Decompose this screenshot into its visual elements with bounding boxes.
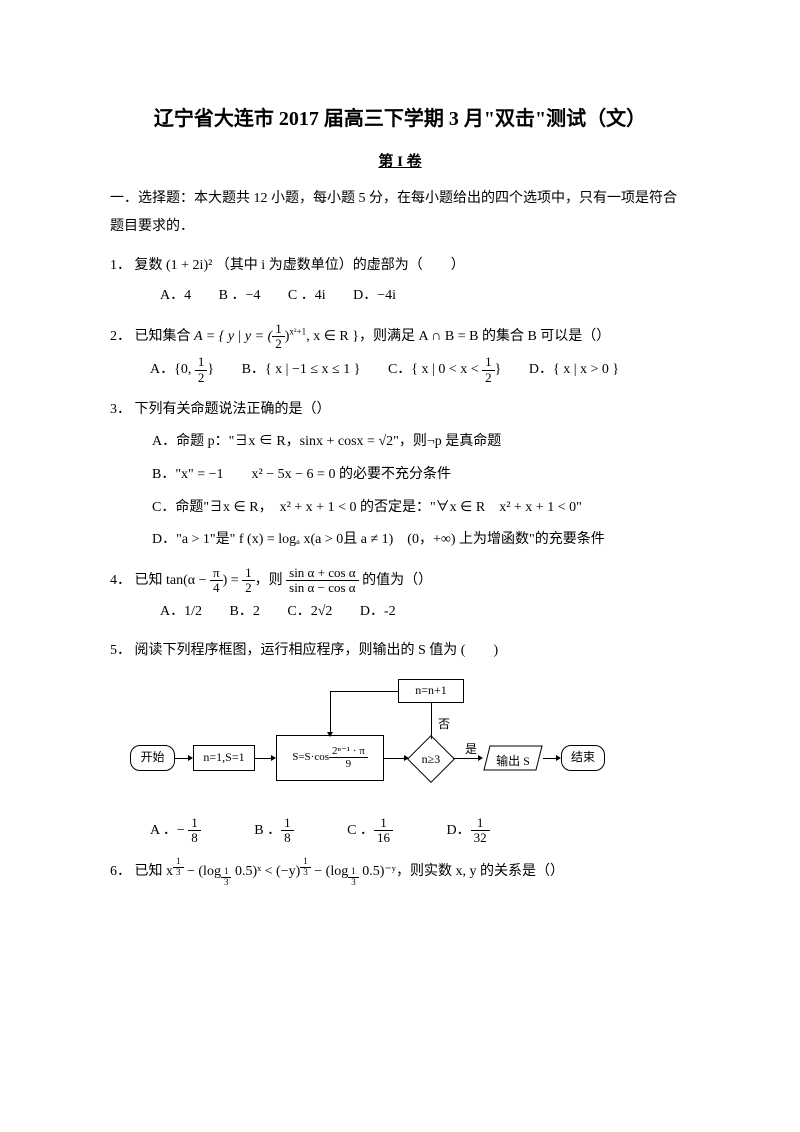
q4-num: 4． — [110, 573, 131, 588]
section-subtitle: 第 I 卷 — [110, 148, 690, 177]
q5-opt-b: B ．18 — [254, 816, 293, 846]
q3-opt-a: A．命题 p："∃x ∈ R，sinx + cosx = √2"，则¬p 是真命… — [110, 429, 690, 456]
q5-num: 5． — [110, 643, 131, 658]
q3-num: 3． — [110, 402, 131, 417]
flow-no-label: 否 — [438, 713, 450, 736]
q4-opt-b: B．2 — [230, 599, 260, 626]
q6-num: 6． — [110, 864, 131, 879]
q4-opt-a: A．1/2 — [160, 599, 202, 626]
q3-opt-c: C．命题"∃x ∈ R， x² + x + 1 < 0 的否定是："∀x ∈ R… — [110, 495, 690, 522]
question-4: 4． 已知 tan(α − π4) = 12，则 sin α + cos αsi… — [110, 566, 690, 626]
q4-opt-c: C．2√2 — [287, 599, 332, 626]
question-6: 6． 已知 x13 − (log13 0.5)ˣ < (−y)13 − (log… — [110, 857, 690, 887]
q2-opt-d: D．{ x | x > 0 } — [529, 357, 619, 384]
q1-opt-b: B ．−4 — [219, 283, 261, 310]
flow-end: 结束 — [561, 745, 605, 771]
q3-opt-b: B．"x" = −1 x² − 5x − 6 = 0 的必要不充分条件 — [110, 462, 690, 489]
flow-output: 输出 S — [483, 745, 543, 771]
flow-cond: n≥3 — [407, 735, 455, 783]
flow-calc: S=S·cos2ⁿ⁻¹ · π9 — [276, 735, 384, 781]
q2-num: 2． — [110, 329, 131, 344]
q2-opt-a: A．{0, 12} — [150, 355, 214, 385]
q4-options: A．1/2 B．2 C．2√2 D．-2 — [110, 599, 690, 626]
q5-opt-a: A ．− 18 — [150, 816, 201, 846]
flow-init: n=1,S=1 — [193, 745, 255, 771]
flow-inc: n=n+1 — [398, 679, 464, 703]
q3-opt-d: D．"a > 1"是" f (x) = logₐ x(a > 0且 a ≠ 1)… — [110, 527, 690, 554]
q2-options: A．{0, 12} B．{ x | −1 ≤ x ≤ 1 } C．{ x | 0… — [110, 355, 690, 385]
q1-text: 复数 (1 + 2i)² （其中 i 为虚数单位）的虚部为（ ） — [135, 258, 465, 273]
q5-text: 阅读下列程序框图，运行相应程序，则输出的 S 值为 ( ) — [135, 643, 499, 658]
q2-text: 已知集合 A = { y | y = (12)x²+1, x ∈ R }，则满足… — [135, 329, 611, 344]
flow-start: 开始 — [130, 745, 175, 771]
q1-opt-a: A．4 — [160, 283, 191, 310]
q1-opt-c: C ．4i — [288, 283, 326, 310]
q4-opt-d: D．-2 — [360, 599, 396, 626]
flowchart: 开始 n=1,S=1 S=S·cos2ⁿ⁻¹ · π9 n≥3 是 否 输出 S… — [130, 675, 690, 810]
q1-opt-d: D．−4i — [353, 283, 396, 310]
page-title: 辽宁省大连市 2017 届高三下学期 3 月"双击"测试（文） — [110, 100, 690, 138]
q6-text: 已知 x13 − (log13 0.5)ˣ < (−y)13 − (log13 … — [135, 864, 564, 879]
q1-num: 1． — [110, 258, 131, 273]
section-instructions: 一．选择题：本大题共 12 小题，每小题 5 分，在每小题给出的四个选项中，只有… — [110, 185, 690, 241]
question-2: 2． 已知集合 A = { y | y = (12)x²+1, x ∈ R }，… — [110, 322, 690, 385]
question-3: 3． 下列有关命题说法正确的是（） A．命题 p："∃x ∈ R，sinx + … — [110, 397, 690, 554]
q2-opt-b: B．{ x | −1 ≤ x ≤ 1 } — [242, 357, 361, 384]
q4-text: 已知 tan(α − π4) = 12，则 sin α + cos αsin α… — [135, 573, 433, 588]
q5-options: A ．− 18 B ．18 C ．116 D．132 — [110, 816, 690, 846]
question-5: 5． 阅读下列程序框图，运行相应程序，则输出的 S 值为 ( ) 开始 n=1,… — [110, 638, 690, 845]
q5-opt-c: C ．116 — [347, 816, 393, 846]
q1-options: A．4 B ．−4 C ．4i D．−4i — [110, 283, 690, 310]
q3-text: 下列有关命题说法正确的是（） — [135, 402, 331, 417]
q2-opt-c: C．{ x | 0 < x < 12} — [388, 355, 501, 385]
question-1: 1． 复数 (1 + 2i)² （其中 i 为虚数单位）的虚部为（ ） A．4 … — [110, 253, 690, 310]
q5-opt-d: D．132 — [446, 816, 489, 846]
